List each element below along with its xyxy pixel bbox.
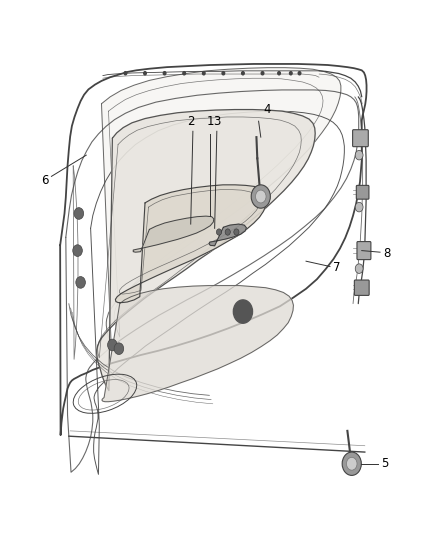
FancyBboxPatch shape: [353, 130, 368, 147]
Text: 4: 4: [263, 103, 270, 116]
Circle shape: [298, 71, 301, 75]
Circle shape: [114, 343, 124, 354]
Circle shape: [346, 457, 357, 470]
Circle shape: [251, 185, 270, 208]
FancyBboxPatch shape: [356, 185, 369, 199]
Polygon shape: [102, 68, 341, 343]
Circle shape: [183, 71, 185, 75]
Circle shape: [225, 229, 230, 235]
Circle shape: [202, 71, 205, 75]
Circle shape: [234, 229, 239, 235]
Text: 8: 8: [384, 247, 391, 260]
FancyBboxPatch shape: [354, 280, 369, 295]
Circle shape: [76, 277, 85, 288]
Circle shape: [242, 71, 244, 75]
Circle shape: [108, 339, 117, 351]
Text: 2: 2: [187, 115, 194, 127]
Circle shape: [216, 229, 222, 235]
Circle shape: [124, 71, 127, 75]
Circle shape: [73, 245, 82, 256]
Polygon shape: [116, 185, 267, 303]
Circle shape: [222, 71, 225, 75]
Circle shape: [355, 264, 363, 273]
Circle shape: [233, 300, 253, 323]
Circle shape: [355, 150, 363, 160]
Circle shape: [355, 203, 363, 212]
Circle shape: [342, 452, 361, 475]
Circle shape: [290, 71, 292, 75]
Text: 5: 5: [381, 457, 389, 470]
Polygon shape: [97, 110, 315, 391]
Circle shape: [163, 71, 166, 75]
Polygon shape: [209, 224, 247, 246]
FancyBboxPatch shape: [357, 241, 371, 260]
Circle shape: [255, 190, 266, 203]
Polygon shape: [102, 286, 293, 402]
Text: 7: 7: [333, 261, 341, 274]
Polygon shape: [133, 216, 214, 252]
Circle shape: [74, 208, 84, 219]
Circle shape: [144, 71, 146, 75]
Circle shape: [278, 71, 280, 75]
Text: 6: 6: [41, 174, 49, 187]
Text: 1: 1: [207, 115, 214, 127]
Circle shape: [261, 71, 264, 75]
Text: 3: 3: [213, 115, 220, 127]
